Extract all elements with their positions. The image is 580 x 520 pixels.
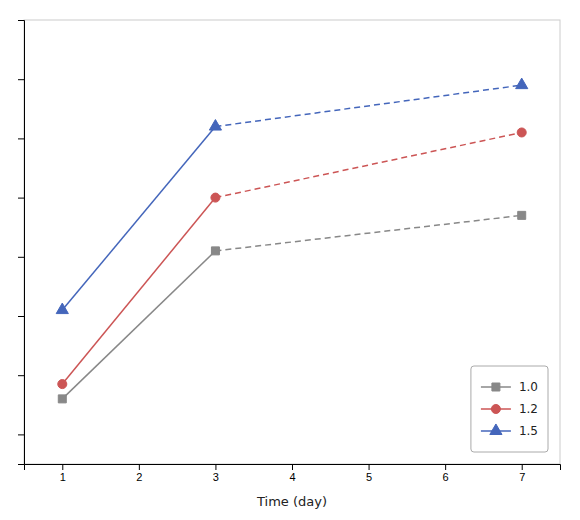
point	[58, 395, 66, 403]
x-tick-mark	[62, 464, 63, 470]
y-tick-mark	[18, 316, 24, 317]
y-tick	[18, 434, 24, 435]
point	[516, 78, 528, 89]
y-tick-mark	[18, 257, 24, 258]
x-tick-label: 3	[213, 471, 219, 483]
line-dashed	[215, 215, 521, 251]
series	[56, 78, 528, 313]
x-axis: 1 2 3 4 5 6 7	[25, 464, 561, 483]
chart: 1 2 3 4 5 6 7 1.0 1.2 1.5 Time (day)	[0, 0, 580, 520]
line-solid	[62, 198, 215, 384]
x-tick: 5	[366, 464, 372, 483]
plot-frame	[24, 20, 560, 464]
legend-label: 1.0	[519, 380, 538, 394]
y-tick-mark	[18, 434, 24, 435]
x-tick-label: 1	[60, 471, 66, 483]
legend: 1.0 1.2 1.5	[471, 366, 548, 452]
point	[58, 380, 67, 389]
legend-label: 1.5	[519, 424, 538, 438]
y-tick-mark	[18, 375, 24, 376]
x-tick: 1	[60, 464, 66, 483]
point	[518, 211, 526, 219]
legend-entry: 1.5	[481, 424, 538, 438]
x-axis-line	[25, 465, 561, 471]
x-tick: 4	[289, 464, 295, 483]
y-tick	[18, 257, 24, 258]
legend-marker	[492, 383, 500, 391]
x-tick-mark	[445, 464, 446, 470]
x-tick-mark	[369, 464, 370, 470]
point	[209, 120, 221, 131]
y-tick	[18, 198, 24, 199]
x-tick-mark	[522, 464, 523, 470]
line-solid	[62, 127, 215, 311]
legend-box	[471, 366, 548, 452]
y-tick	[18, 375, 24, 376]
y-axis-line	[18, 21, 25, 465]
legend-entry: 1.0	[481, 380, 538, 394]
series	[58, 128, 526, 389]
y-tick-mark	[18, 138, 24, 139]
y-tick-mark	[18, 198, 24, 199]
plot: 1 2 3 4 5 6 7 1.0 1.2 1.5	[18, 20, 561, 483]
line-dashed	[215, 85, 521, 126]
legend-entry: 1.2	[481, 402, 538, 416]
point	[56, 303, 68, 314]
x-axis-title: Time (day)	[256, 494, 327, 509]
x-tick-label: 5	[366, 471, 372, 483]
line-solid	[62, 251, 215, 399]
x-tick: 7	[519, 464, 525, 483]
x-tick-mark	[139, 464, 140, 470]
line-dashed	[215, 132, 521, 197]
legend-marker	[491, 404, 500, 413]
series-group	[56, 78, 528, 403]
series	[58, 211, 525, 403]
x-tick-label: 6	[443, 471, 449, 483]
y-tick	[18, 316, 24, 317]
x-tick: 3	[213, 464, 219, 483]
y-tick	[18, 20, 24, 21]
y-axis	[18, 21, 25, 465]
x-tick: 6	[443, 464, 449, 483]
y-tick-mark	[18, 79, 24, 80]
legend-label: 1.2	[519, 402, 538, 416]
legend-marker	[490, 424, 502, 435]
point	[211, 193, 220, 202]
x-tick-mark	[215, 464, 216, 470]
point	[211, 247, 219, 255]
x-tick-label: 2	[136, 471, 142, 483]
x-tick-mark	[292, 464, 293, 470]
point	[517, 128, 526, 137]
y-tick	[18, 79, 24, 80]
x-tick-label: 7	[519, 471, 525, 483]
x-tick-label: 4	[289, 471, 295, 483]
x-tick: 2	[136, 464, 142, 483]
y-tick	[18, 138, 24, 139]
y-tick-mark	[18, 20, 24, 21]
